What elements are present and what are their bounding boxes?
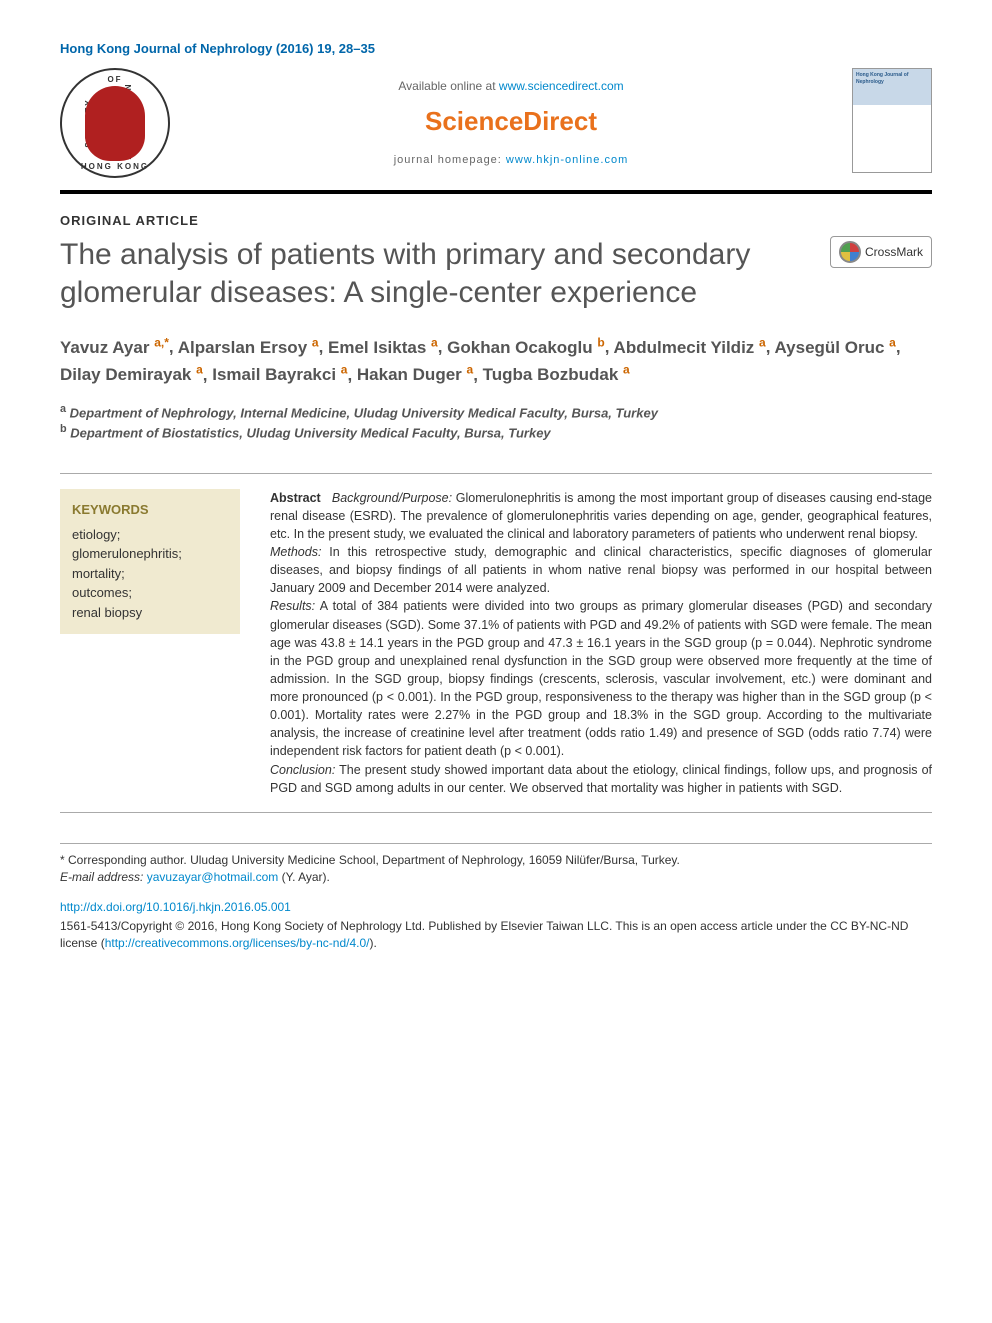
- email-label: E-mail address:: [60, 870, 143, 884]
- author: Alparslan Ersoy a: [178, 338, 319, 357]
- conclusion-label: Conclusion:: [270, 763, 335, 777]
- crossmark-label: CrossMark: [865, 244, 923, 261]
- author: Yavuz Ayar a,*: [60, 338, 169, 357]
- abstract-section: KEYWORDS etiology;glomerulonephritis;mor…: [60, 473, 932, 813]
- keywords-heading: KEYWORDS: [72, 501, 228, 519]
- copyright-line: 1561-5413/Copyright © 2016, Hong Kong So…: [60, 918, 932, 952]
- abstract-text: Abstract Background/Purpose: Glomerulone…: [270, 489, 932, 797]
- methods-text: In this retrospective study, demographic…: [270, 545, 932, 595]
- crossmark-badge[interactable]: CrossMark: [830, 236, 932, 268]
- author: Gokhan Ocakoglu b: [447, 338, 605, 357]
- available-prefix: Available online at: [398, 79, 499, 93]
- keywords-list: etiology;glomerulonephritis;mortality;ou…: [72, 525, 228, 623]
- homepage-prefix: journal homepage:: [394, 154, 506, 166]
- journal-citation: Hong Kong Journal of Nephrology (2016) 1…: [60, 40, 932, 58]
- author: Ismail Bayrakci a: [212, 365, 347, 384]
- kidney-icon: [85, 86, 145, 161]
- keyword-item: renal biopsy: [72, 603, 228, 623]
- journal-homepage-text: journal homepage: www.hkjn-online.com: [190, 153, 832, 168]
- author: Emel Isiktas a: [328, 338, 438, 357]
- email-suffix: (Y. Ayar).: [278, 870, 330, 884]
- corresponding-author: * Corresponding author. Uludag Universit…: [60, 852, 932, 869]
- doi-link[interactable]: http://dx.doi.org/10.1016/j.hkjn.2016.05…: [60, 900, 291, 914]
- results-label: Results:: [270, 599, 315, 613]
- journal-masthead: OF SOCIETY NEPHROLOGY HONG KONG Availabl…: [60, 68, 932, 194]
- article-title: The analysis of patients with primary an…: [60, 236, 810, 311]
- affiliations-block: a Department of Nephrology, Internal Med…: [60, 402, 932, 443]
- abstract-lead: Abstract: [270, 491, 321, 505]
- author: Tugba Bozbudak a: [483, 365, 630, 384]
- doi-line: http://dx.doi.org/10.1016/j.hkjn.2016.05…: [60, 899, 932, 916]
- keyword-item: mortality;: [72, 564, 228, 584]
- keyword-item: glomerulonephritis;: [72, 544, 228, 564]
- author: Aysegül Oruc a: [775, 338, 896, 357]
- methods-label: Methods:: [270, 545, 321, 559]
- author: Abdulmecit Yildiz a: [614, 338, 766, 357]
- available-online-text: Available online at www.sciencedirect.co…: [190, 78, 832, 95]
- society-logo: OF SOCIETY NEPHROLOGY HONG KONG: [60, 68, 170, 178]
- author: Dilay Demirayak a: [60, 365, 203, 384]
- results-text: A total of 384 patients were divided int…: [270, 599, 932, 758]
- logo-text-top: OF: [107, 74, 122, 85]
- email-link[interactable]: yavuzayar@hotmail.com: [147, 870, 279, 884]
- sciencedirect-brand: ScienceDirect: [190, 103, 832, 139]
- footer-block: * Corresponding author. Uludag Universit…: [60, 843, 932, 952]
- keyword-item: etiology;: [72, 525, 228, 545]
- title-row: The analysis of patients with primary an…: [60, 236, 932, 311]
- keywords-block: KEYWORDS etiology;glomerulonephritis;mor…: [60, 489, 240, 635]
- publisher-block: Available online at www.sciencedirect.co…: [190, 68, 832, 169]
- copyright-suffix: ).: [369, 936, 376, 950]
- license-link[interactable]: http://creativecommons.org/licenses/by-n…: [105, 936, 370, 950]
- conclusion-text: The present study showed important data …: [270, 763, 932, 795]
- background-label: Background/Purpose:: [332, 491, 452, 505]
- author: Hakan Duger a: [357, 365, 473, 384]
- crossmark-icon: [839, 241, 861, 263]
- logo-text-bottom: HONG KONG: [81, 161, 149, 172]
- email-line: E-mail address: yavuzayar@hotmail.com (Y…: [60, 869, 932, 886]
- affiliation-a: a Department of Nephrology, Internal Med…: [60, 402, 932, 423]
- keyword-item: outcomes;: [72, 583, 228, 603]
- affiliation-b: b Department of Biostatistics, Uludag Un…: [60, 422, 932, 443]
- cover-title: Hong Kong Journal of Nephrology: [856, 72, 928, 86]
- article-type-label: ORIGINAL ARTICLE: [60, 212, 932, 230]
- journal-homepage-link[interactable]: www.hkjn-online.com: [506, 154, 628, 166]
- authors-block: Yavuz Ayar a,*, Alparslan Ersoy a, Emel …: [60, 333, 932, 387]
- sciencedirect-link[interactable]: www.sciencedirect.com: [499, 79, 624, 93]
- journal-cover-thumbnail: Hong Kong Journal of Nephrology: [852, 68, 932, 173]
